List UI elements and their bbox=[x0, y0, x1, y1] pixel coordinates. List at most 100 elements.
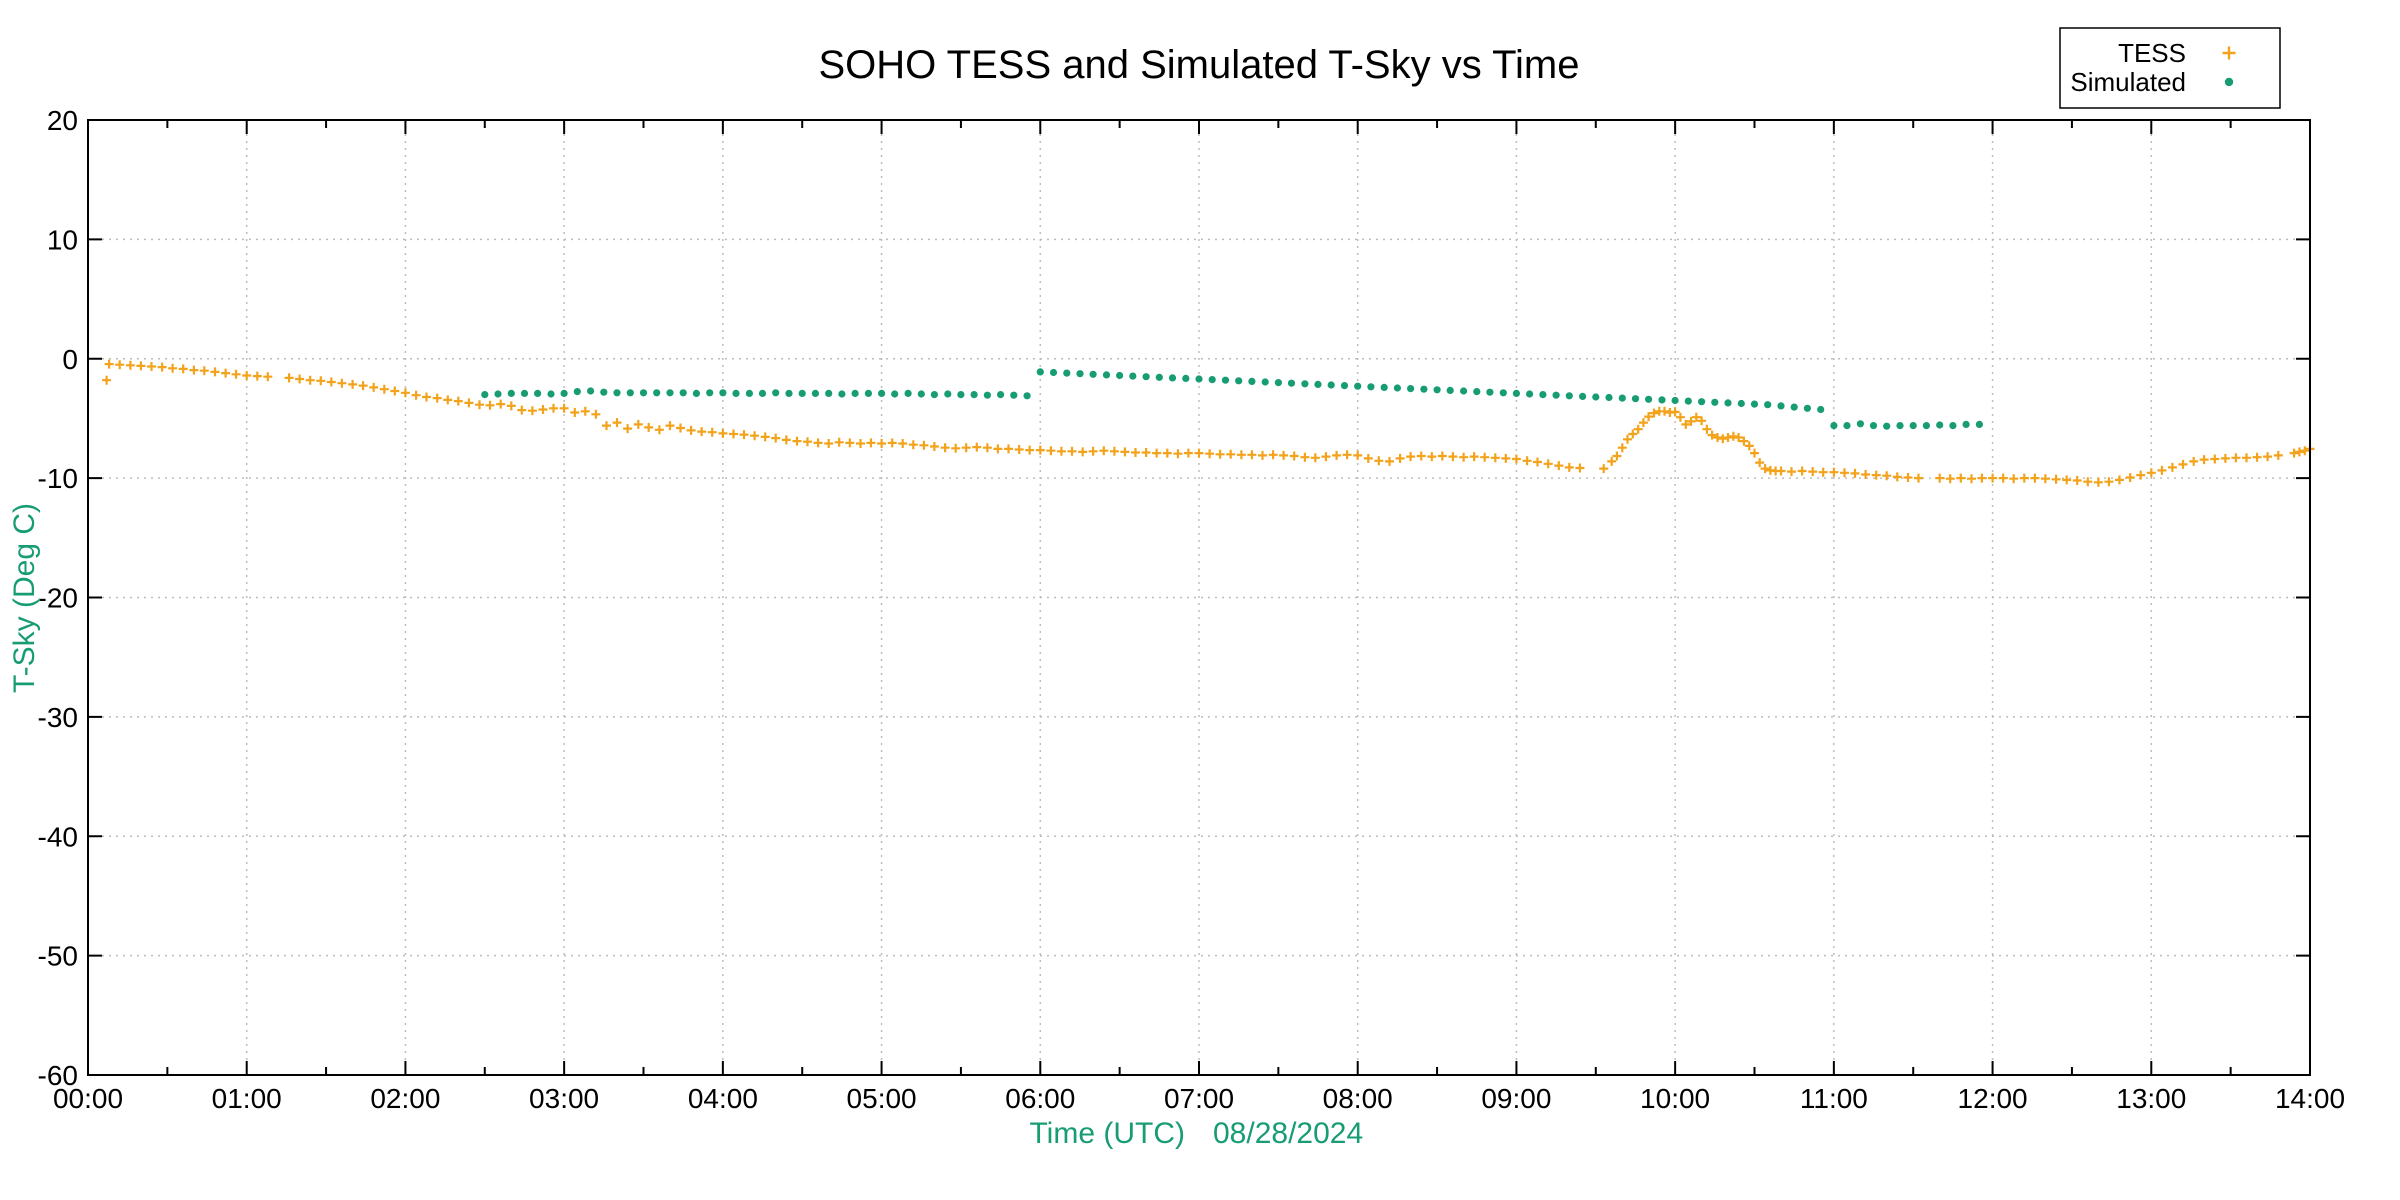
simulated-point bbox=[1552, 391, 1560, 399]
simulated-point bbox=[1248, 377, 1256, 385]
simulated-point bbox=[917, 390, 925, 398]
simulated-point bbox=[1737, 399, 1745, 408]
simulated-point bbox=[1407, 385, 1415, 393]
simulated-point bbox=[1420, 385, 1428, 393]
simulated-point bbox=[930, 391, 939, 399]
simulated-point bbox=[626, 389, 634, 397]
y-tick-label: -40 bbox=[38, 821, 78, 852]
simulated-point bbox=[1856, 420, 1864, 428]
simulated-point bbox=[1618, 394, 1626, 402]
simulated-point bbox=[1010, 391, 1018, 399]
simulated-point bbox=[1235, 377, 1243, 385]
simulated-point bbox=[1102, 371, 1111, 379]
x-tick-label: 07:00 bbox=[1164, 1083, 1234, 1114]
simulated-point bbox=[970, 391, 978, 399]
simulated-point bbox=[1340, 382, 1349, 390]
x-tick-label: 12:00 bbox=[1958, 1083, 2028, 1114]
x-tick-label: 09:00 bbox=[1481, 1083, 1551, 1114]
simulated-point bbox=[811, 389, 820, 397]
simulated-point bbox=[1063, 369, 1071, 377]
x-tick-label: 02:00 bbox=[370, 1083, 440, 1114]
simulated-point bbox=[1869, 422, 1878, 430]
simulated-point bbox=[573, 388, 581, 396]
simulated-point bbox=[1526, 390, 1534, 398]
simulated-point bbox=[494, 390, 502, 398]
y-tick-label: -20 bbox=[38, 583, 78, 614]
simulated-point bbox=[1579, 392, 1587, 400]
simulated-point bbox=[719, 389, 727, 397]
simulated-point bbox=[1936, 421, 1944, 429]
simulated-point bbox=[1698, 398, 1706, 406]
simulated-point bbox=[1393, 384, 1401, 392]
simulated-point bbox=[1803, 404, 1811, 412]
simulated-point bbox=[1446, 386, 1454, 394]
simulated-point bbox=[957, 391, 965, 399]
simulated-point bbox=[838, 390, 846, 398]
y-tick-label: 0 bbox=[62, 344, 78, 375]
simulated-series bbox=[481, 368, 1983, 430]
simulated-point bbox=[560, 389, 568, 397]
y-tick-label: -60 bbox=[38, 1060, 78, 1091]
simulated-point bbox=[1116, 371, 1124, 380]
simulated-point bbox=[1208, 376, 1216, 384]
simulated-point bbox=[772, 389, 780, 397]
simulated-point bbox=[1486, 388, 1494, 396]
simulated-point bbox=[1129, 372, 1137, 380]
simulated-point bbox=[1314, 380, 1322, 388]
simulated-point bbox=[1671, 396, 1679, 405]
simulated-point bbox=[1512, 389, 1520, 397]
legend-markers bbox=[2222, 46, 2236, 87]
simulated-point bbox=[1631, 395, 1640, 403]
y-tick-label: -10 bbox=[38, 463, 78, 494]
x-tick-label: 10:00 bbox=[1640, 1083, 1710, 1114]
simulated-point bbox=[1724, 399, 1732, 407]
x-tick-label: 13:00 bbox=[2116, 1083, 2186, 1114]
simulated-point bbox=[1896, 422, 1904, 430]
simulated-point bbox=[1274, 379, 1282, 387]
x-tick-label: 08:00 bbox=[1323, 1083, 1393, 1114]
x-tick-label: 05:00 bbox=[847, 1083, 917, 1114]
simulated-point bbox=[1182, 374, 1190, 382]
simulated-point bbox=[1367, 383, 1375, 391]
legend-label-tess: TESS bbox=[2118, 38, 2186, 68]
dot-icon bbox=[2224, 77, 2234, 87]
simulated-point bbox=[600, 388, 608, 396]
simulated-point bbox=[1168, 374, 1177, 382]
x-axis-label: Time (UTC) bbox=[1029, 1117, 1185, 1150]
simulated-point bbox=[507, 389, 515, 397]
legend: TESS Simulated bbox=[2059, 27, 2281, 109]
simulated-point bbox=[1036, 368, 1044, 376]
simulated-point bbox=[1301, 380, 1309, 388]
simulated-point bbox=[1684, 397, 1692, 405]
simulated-point bbox=[851, 389, 859, 397]
tick-labels: 00:00 01:00 02:00 03:00 04:00 05:00 06:00 07:00… bbox=[38, 105, 2346, 1114]
simulated-point bbox=[878, 389, 886, 397]
tess-series bbox=[102, 359, 2315, 487]
chart-title: SOHO TESS and Simulated T-Sky vs Time bbox=[818, 43, 1579, 87]
simulated-point bbox=[1221, 376, 1230, 384]
simulated-point bbox=[1473, 388, 1481, 396]
simulated-point bbox=[798, 389, 806, 397]
simulated-point bbox=[1287, 379, 1296, 387]
simulated-point bbox=[1843, 422, 1851, 430]
simulated-point bbox=[692, 389, 701, 397]
simulated-point bbox=[1975, 420, 1983, 428]
simulated-point bbox=[613, 389, 621, 397]
x-axis-date-label: 08/28/2024 bbox=[1213, 1117, 1363, 1150]
simulated-point bbox=[587, 387, 595, 395]
simulated-point bbox=[520, 389, 529, 397]
simulated-point bbox=[706, 389, 714, 397]
simulated-point bbox=[666, 389, 674, 397]
simulated-point bbox=[1089, 370, 1097, 378]
simulated-point bbox=[1539, 391, 1547, 399]
simulated-point bbox=[1777, 402, 1785, 410]
simulated-point bbox=[679, 389, 687, 397]
y-tick-label: -50 bbox=[38, 941, 78, 972]
simulated-point bbox=[1076, 370, 1084, 378]
axes bbox=[87, 119, 2311, 1076]
simulated-point bbox=[1909, 422, 1917, 430]
x-tick-label: 03:00 bbox=[529, 1083, 599, 1114]
simulated-point bbox=[1354, 382, 1362, 390]
simulated-point bbox=[825, 389, 833, 397]
